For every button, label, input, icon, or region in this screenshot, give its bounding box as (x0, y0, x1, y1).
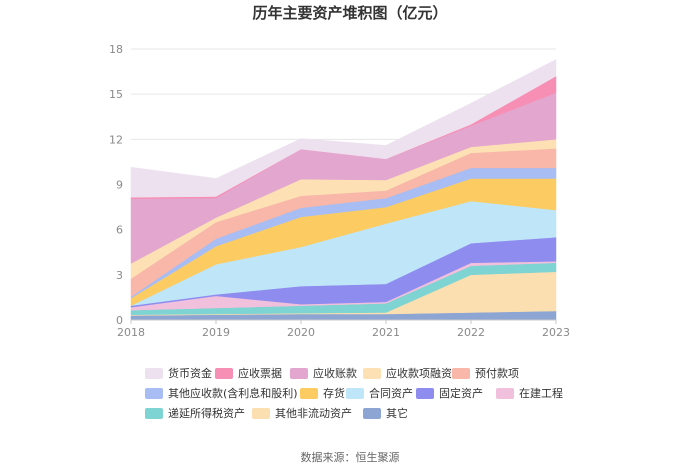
legend-swatch (346, 388, 364, 399)
legend-item[interactable]: 合同资产 (346, 386, 413, 400)
y-tick-label: 15 (109, 88, 123, 101)
legend-label: 应收款项融资 (386, 366, 452, 380)
legend-label: 其他应收款(含利息和股利) (168, 386, 298, 400)
legend-label: 递延所得税资产 (168, 406, 245, 420)
chart-title: 历年主要资产堆积图（亿元） (252, 4, 447, 22)
x-tick-label: 2019 (202, 326, 230, 339)
legend-swatch (363, 368, 381, 379)
y-tick-label: 3 (116, 269, 123, 282)
area-series (130, 59, 557, 321)
y-tick-label: 0 (116, 314, 123, 327)
legend-swatch (145, 388, 163, 399)
axes: 0 3 6 9 12 15 18 2018 2019 2020 2021 2022 2023 (109, 43, 570, 339)
legend-swatch (496, 388, 514, 399)
legend-label: 固定资产 (439, 386, 483, 400)
legend-item[interactable]: 在建工程 (496, 386, 563, 400)
x-tick-label: 2022 (457, 326, 485, 339)
legend-item[interactable]: 递延所得税资产 (145, 406, 245, 420)
legend-item[interactable]: 其他应收款(含利息和股利) (145, 386, 298, 400)
x-tick-label: 2023 (542, 326, 570, 339)
y-tick-label: 12 (109, 133, 123, 146)
legend-swatch (252, 408, 270, 419)
legend-label: 货币资金 (168, 366, 212, 380)
legend-label: 在建工程 (519, 386, 563, 400)
legend-label: 应收票据 (238, 366, 282, 380)
legend-swatch (452, 368, 470, 379)
legend-item[interactable]: 存货 (300, 386, 345, 400)
legend-swatch (145, 368, 163, 379)
legend-label: 应收账款 (313, 366, 357, 380)
x-tick-label: 2021 (372, 326, 400, 339)
legend-swatch (215, 368, 233, 379)
legend-label: 其它 (386, 406, 408, 420)
legend-item[interactable]: 应收票据 (215, 366, 282, 380)
area-series-货币资金 (130, 59, 557, 198)
legend-item[interactable]: 固定资产 (416, 386, 483, 400)
legend-swatch (290, 368, 308, 379)
legend-swatch (145, 408, 163, 419)
legend-label: 其他非流动资产 (275, 406, 352, 420)
legend-swatch (363, 408, 381, 419)
legend-item[interactable]: 预付款项 (452, 366, 519, 380)
legend-swatch (416, 388, 434, 399)
y-tick-label: 18 (109, 43, 123, 56)
data-source-note: 数据来源：恒生聚源 (301, 450, 400, 464)
x-tick-label: 2020 (287, 326, 315, 339)
y-tick-label: 6 (116, 224, 123, 237)
legend-label: 预付款项 (475, 366, 519, 380)
legend-swatch (300, 388, 318, 399)
legend-label: 合同资产 (369, 386, 413, 400)
legend-item[interactable]: 应收账款 (290, 366, 357, 380)
legend-item[interactable]: 应收款项融资 (363, 366, 452, 380)
legend-item[interactable]: 货币资金 (145, 366, 212, 380)
legend-label: 存货 (323, 386, 345, 400)
legend-item[interactable]: 其他非流动资产 (252, 406, 352, 420)
legend-item[interactable]: 其它 (363, 406, 408, 420)
y-tick-label: 9 (116, 179, 123, 192)
x-tick-label: 2018 (117, 326, 145, 339)
